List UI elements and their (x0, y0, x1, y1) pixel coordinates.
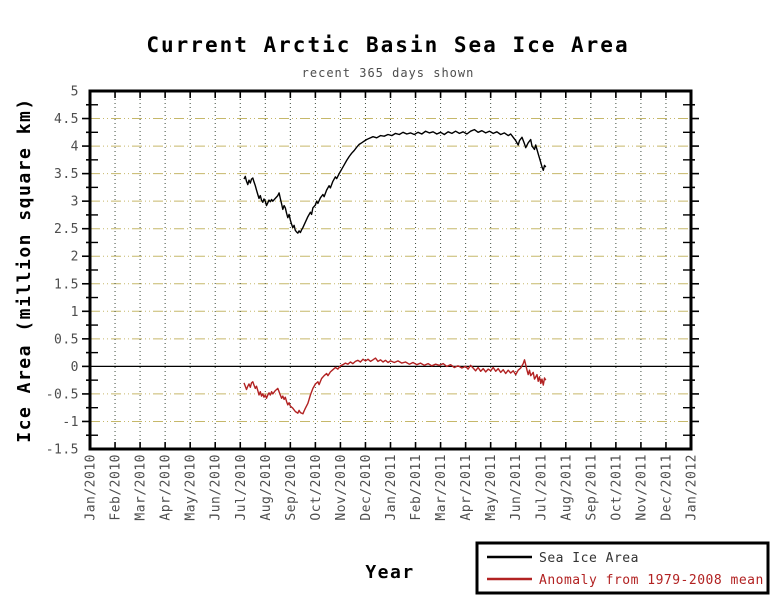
chart-subtitle: recent 365 days shown (302, 66, 475, 80)
y-tick-label: 5 (71, 85, 79, 100)
x-tick-label: Jan/2011 (384, 454, 399, 521)
x-axis-label: Year (365, 562, 414, 583)
chart-title: Current Arctic Basin Sea Ice Area (146, 33, 629, 57)
y-tick-label: 3.5 (54, 167, 79, 182)
y-tick-label: 3 (71, 195, 79, 210)
y-tick-label: 4.5 (54, 112, 79, 127)
x-tick-label: Dec/2010 (359, 454, 374, 521)
y-tick-label: 4 (71, 140, 79, 155)
x-tick-label: Feb/2011 (409, 454, 424, 521)
y-tick-label: 0 (71, 360, 79, 375)
legend-label-sea-ice-area: Sea Ice Area (539, 551, 639, 566)
x-tick-label: Mar/2010 (134, 454, 149, 521)
x-tick-label: Feb/2010 (109, 454, 124, 521)
x-tick-label: Apr/2011 (459, 454, 474, 521)
x-tick-label: Nov/2011 (634, 454, 649, 521)
y-tick-label: 1 (71, 305, 79, 320)
x-tick-label: Sep/2011 (584, 454, 599, 521)
y-tick-label: -0.5 (46, 387, 79, 402)
x-tick-label: Oct/2011 (609, 454, 624, 521)
x-tick-label: Jan/2012 (685, 454, 700, 521)
x-tick-label: Aug/2011 (559, 454, 574, 521)
y-tick-label: 2.5 (54, 222, 79, 237)
y-tick-label: -1.5 (46, 443, 79, 458)
plot-area: 5 4.5 4 3.5 3 2.5 2 1.5 1 0.5 0 -0.5 -1 -1.5 Jan/2010 F… (46, 85, 700, 521)
x-tick-label: Jan/2010 (84, 454, 99, 521)
x-tick-label: Jul/2011 (534, 454, 549, 521)
x-tick-label: Jun/2010 (209, 454, 224, 521)
x-tick-label: May/2011 (484, 454, 499, 521)
x-tick-label: Sep/2010 (284, 454, 299, 521)
x-tick-label: Jun/2011 (509, 454, 524, 521)
legend: Sea Ice Area Anomaly from 1979-2008 mean (475, 541, 770, 595)
series-line-anomaly (243, 357, 547, 415)
legend-label-anomaly: Anomaly from 1979-2008 mean (539, 573, 764, 588)
y-tick-label: 2 (71, 250, 79, 265)
x-tick-label: Dec/2011 (659, 454, 674, 521)
x-tick-label: Oct/2010 (309, 454, 324, 521)
series-line-sea-ice-area (243, 128, 547, 234)
y-tick-label: 1.5 (54, 277, 79, 292)
x-tick-label: Aug/2010 (259, 454, 274, 521)
y-tick-label: 0.5 (54, 332, 79, 347)
y-tick-label: -1 (62, 415, 79, 430)
plot-border (88, 89, 693, 451)
y-axis-label: Ice Area (million square km) (14, 97, 35, 442)
x-tick-label: Jul/2010 (234, 454, 249, 521)
x-tick-label: Mar/2011 (434, 454, 449, 521)
x-tick-label: May/2010 (184, 454, 199, 521)
legend-box (475, 541, 770, 595)
x-tick-label: Nov/2010 (334, 454, 349, 521)
x-tick-label: Apr/2010 (159, 454, 174, 521)
